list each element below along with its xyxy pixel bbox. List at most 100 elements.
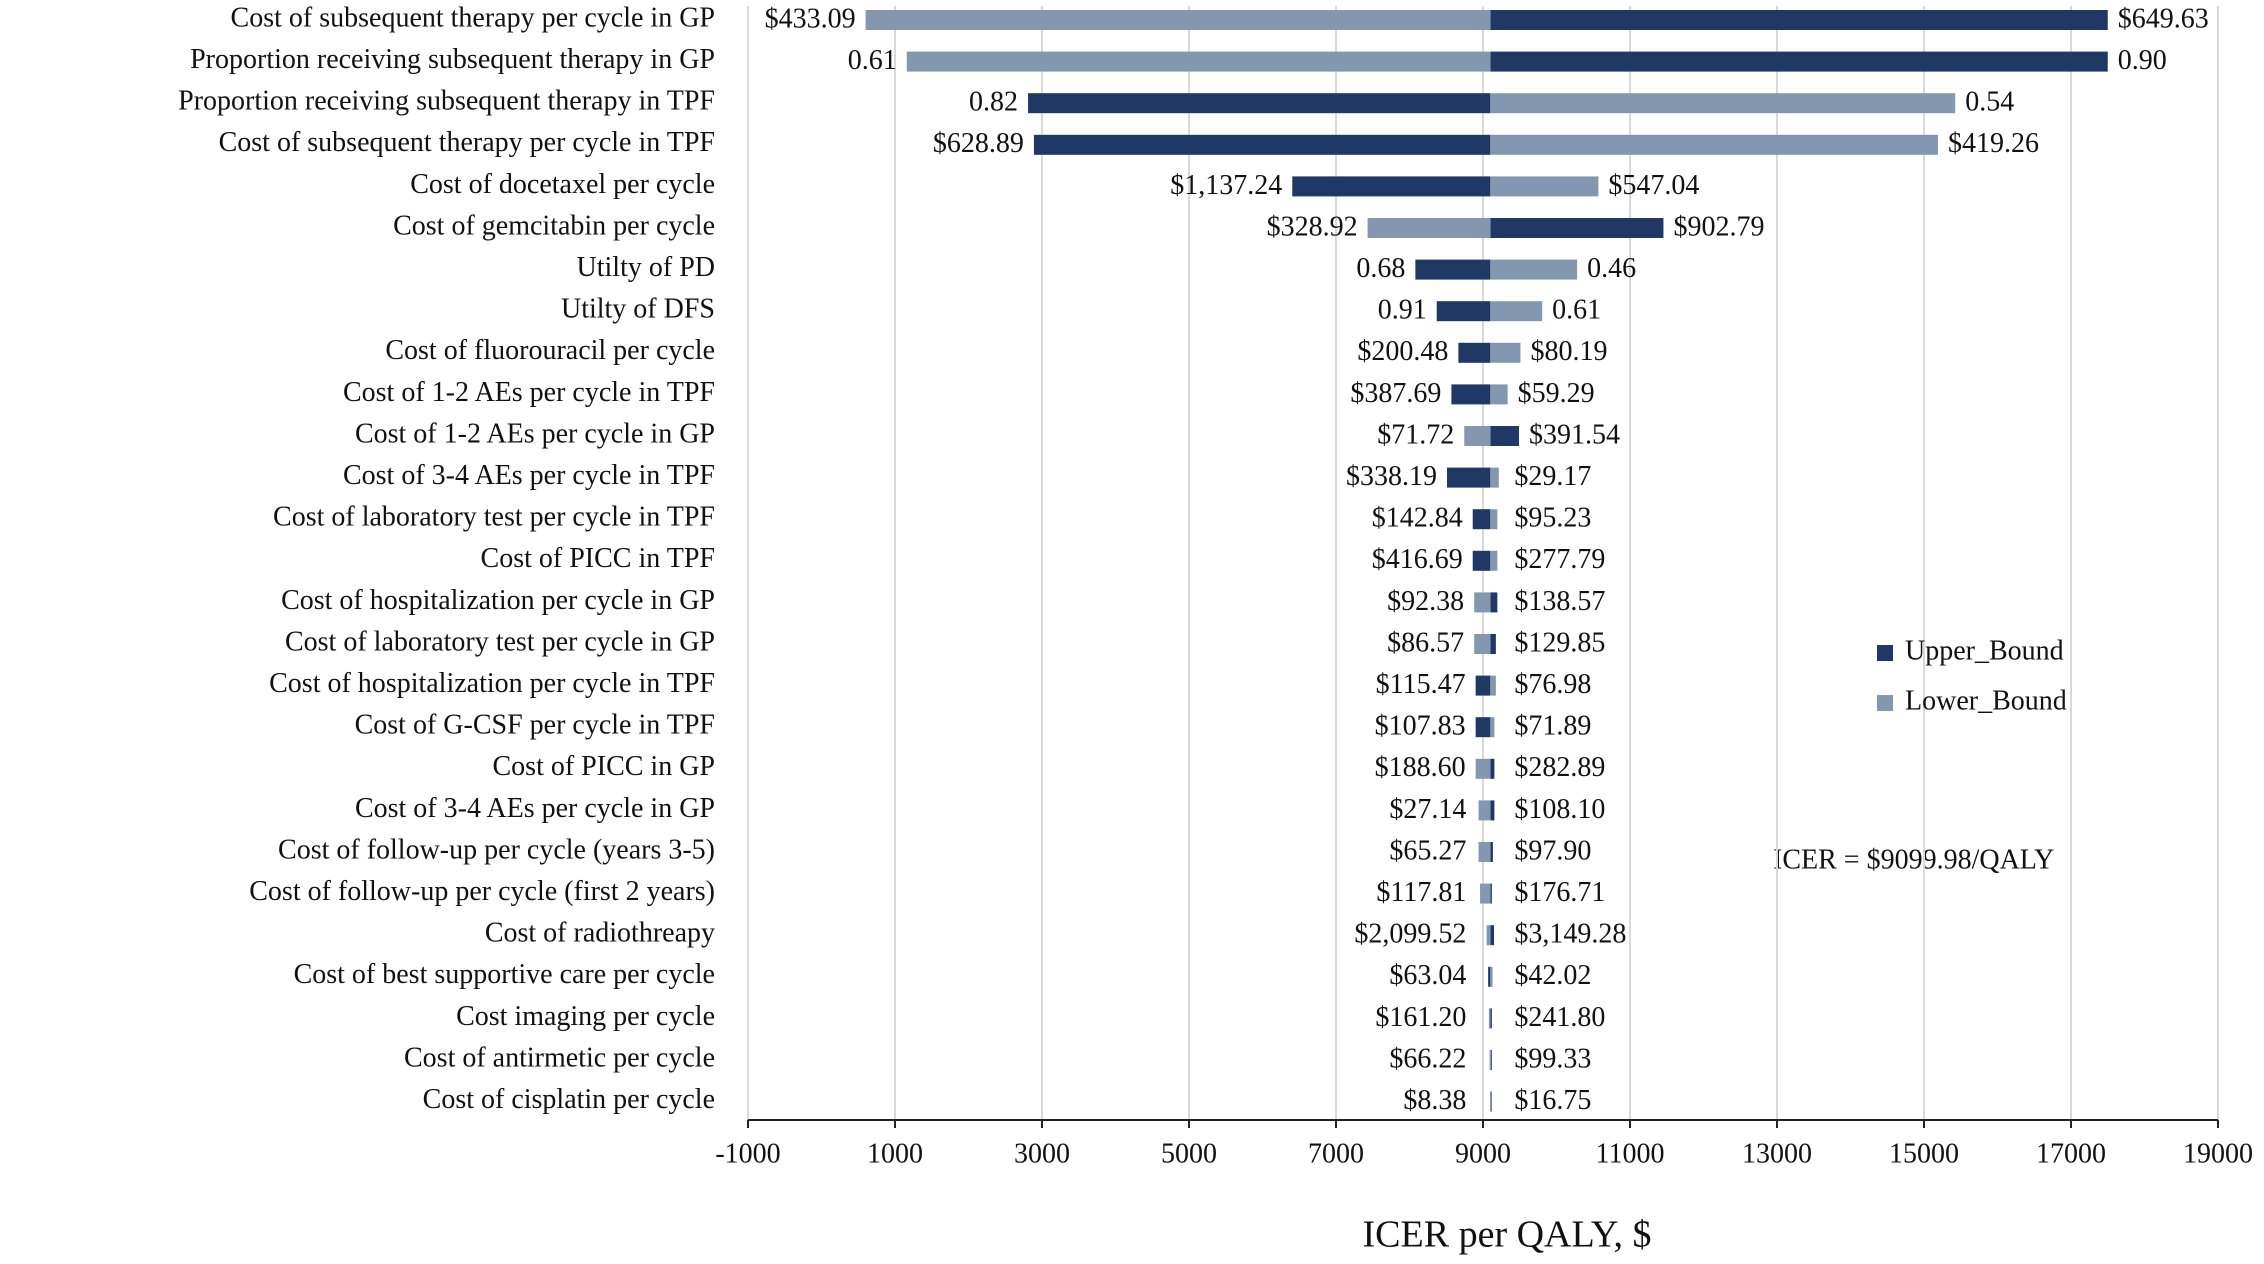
data-label: $59.29 — [1518, 378, 1595, 409]
x-tick-label: 9000 — [1455, 1138, 1511, 1169]
data-label: $649.63 — [2118, 3, 2209, 34]
category-label: Cost of subsequent therapy per cycle in … — [231, 2, 715, 33]
category-label: Cost imaging per cycle — [456, 1001, 715, 1032]
bar — [1028, 93, 1491, 114]
bar — [1488, 1008, 1491, 1029]
category-label: Cost of PICC in TPF — [481, 543, 715, 574]
bar — [1451, 384, 1491, 405]
category-label: Cost of cisplatin per cycle — [423, 1084, 715, 1115]
bar — [1490, 842, 1493, 862]
x-tick-label: 3000 — [1014, 1138, 1070, 1169]
bar — [1490, 301, 1543, 322]
category-label: Utilty of PD — [577, 252, 715, 283]
bar — [1475, 717, 1491, 738]
data-label: $92.38 — [1387, 586, 1464, 617]
x-axis-title: ICER per QALY, $ — [1363, 1214, 1652, 1256]
bar — [1490, 93, 1956, 114]
category-label: Cost of follow-up per cycle (first 2 yea… — [249, 876, 715, 907]
x-tick-label: 15000 — [1889, 1138, 1959, 1169]
category-label: Cost of 1-2 AEs per cycle in TPF — [343, 377, 715, 408]
data-label: $2,099.52 — [1354, 919, 1466, 950]
data-label: $29.17 — [1514, 461, 1591, 492]
annotation: ICER = $9099.98/QALY — [1773, 844, 2054, 875]
bar — [1490, 717, 1495, 738]
data-label: $161.20 — [1375, 1002, 1466, 1033]
bar — [1490, 550, 1498, 571]
legend-swatch — [1877, 695, 1893, 711]
data-label: $338.19 — [1346, 461, 1437, 492]
x-tick-label: -1000 — [715, 1138, 780, 1169]
data-label: $71.72 — [1377, 419, 1454, 450]
bar — [1472, 509, 1491, 530]
data-label: 0.61 — [848, 45, 897, 76]
category-label: Cost of docetaxel per cycle — [410, 169, 715, 200]
category-label: Cost of laboratory test per cycle in GP — [285, 626, 715, 657]
legend-swatch — [1877, 645, 1893, 661]
bar — [1474, 634, 1491, 654]
bar — [906, 51, 1491, 72]
data-label: $391.54 — [1529, 419, 1620, 450]
data-label: $63.04 — [1389, 960, 1466, 991]
data-label: $107.83 — [1375, 711, 1466, 742]
category-label: Cost of antirmetic per cycle — [404, 1042, 715, 1073]
bar — [1490, 51, 2108, 72]
bar — [1490, 176, 1599, 197]
category-label: Cost of hospitalization per cycle in GP — [281, 585, 715, 616]
bar — [1488, 966, 1491, 987]
bar — [1490, 259, 1578, 280]
category-label: Cost of 1-2 AEs per cycle in GP — [355, 418, 715, 449]
data-label: $433.09 — [765, 3, 856, 34]
x-tick-label: 17000 — [2036, 1138, 2106, 1169]
bar — [1490, 758, 1495, 779]
bar — [1436, 301, 1491, 322]
data-label: 0.54 — [1965, 87, 2014, 118]
bar — [1490, 218, 1664, 238]
category-label: Cost of G-CSF per cycle in TPF — [355, 710, 715, 741]
category-label: Cost of fluorouracil per cycle — [385, 335, 715, 366]
bar — [1475, 758, 1491, 779]
data-label: $129.85 — [1514, 627, 1605, 658]
category-label: Cost of hospitalization per cycle in TPF — [269, 668, 715, 699]
bar — [1490, 966, 1493, 987]
x-tick-label: 19000 — [2183, 1138, 2253, 1169]
category-label: Cost of laboratory test per cycle in TPF — [273, 502, 715, 533]
category-label: Cost of PICC in GP — [493, 751, 716, 782]
data-label: $416.69 — [1372, 544, 1463, 575]
bar — [1480, 883, 1491, 904]
category-label: Cost of follow-up per cycle (years 3-5) — [278, 834, 715, 865]
x-tick-label: 1000 — [867, 1138, 923, 1169]
bar — [1490, 384, 1508, 405]
data-label: $117.81 — [1376, 877, 1466, 908]
data-label: 0.90 — [2118, 45, 2167, 76]
data-label: $42.02 — [1514, 960, 1591, 991]
bar — [1464, 426, 1491, 446]
data-label: $1,137.24 — [1170, 170, 1282, 201]
bar — [865, 10, 1491, 30]
data-label: $97.90 — [1514, 835, 1591, 866]
bar — [1472, 550, 1491, 571]
category-label: Proportion receiving subsequent therapy … — [178, 86, 715, 117]
bar — [1458, 342, 1491, 363]
bar — [1475, 675, 1491, 696]
data-label: $16.75 — [1514, 1085, 1591, 1116]
data-label: $419.26 — [1948, 128, 2039, 159]
data-label: 0.82 — [969, 87, 1018, 118]
data-label: $188.60 — [1375, 752, 1466, 783]
category-label: Cost of gemcitabin per cycle — [393, 210, 715, 241]
data-label: $3,149.28 — [1514, 919, 1626, 950]
bar — [1490, 467, 1499, 488]
category-label: Cost of 3-4 AEs per cycle in GP — [355, 793, 715, 824]
bar — [1415, 259, 1491, 280]
x-tick-label: 11000 — [1596, 1138, 1665, 1169]
data-label: $108.10 — [1514, 794, 1605, 825]
data-label: $66.22 — [1389, 1043, 1466, 1074]
bar — [1489, 1050, 1492, 1070]
x-tick-label: 7000 — [1308, 1138, 1364, 1169]
bar — [1490, 592, 1498, 613]
x-tick-label: 13000 — [1742, 1138, 1812, 1169]
category-label: Cost of radiothreapy — [485, 918, 715, 949]
data-label: $628.89 — [933, 128, 1024, 159]
bar — [1474, 592, 1491, 613]
bar — [1490, 800, 1495, 821]
